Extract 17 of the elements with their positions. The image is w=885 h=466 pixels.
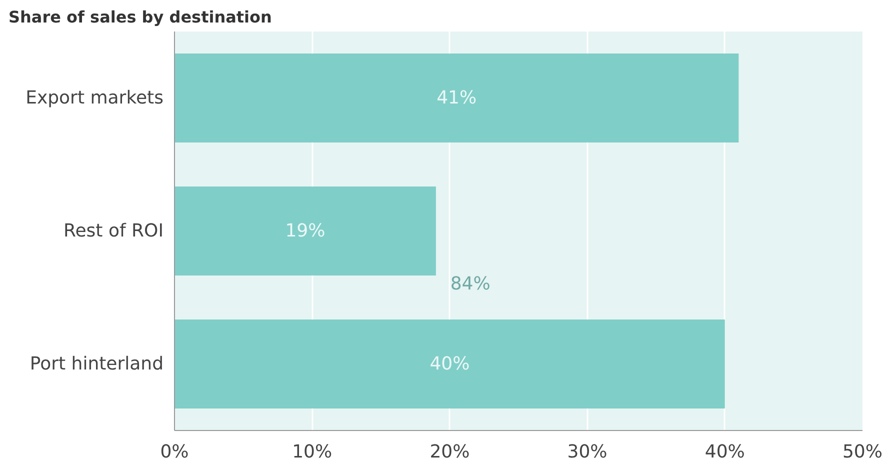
bar [174,53,739,143]
x-tick-label: 30% [567,442,608,462]
y-tick-label: Export markets [26,88,164,108]
x-tick-label: 0% [160,442,189,462]
x-tick-label: 40% [704,442,745,462]
y-tick-label: Rest of ROI [64,220,164,242]
x-tick-label: 10% [292,442,332,462]
x-tick-label: 20% [430,442,470,462]
bar [174,186,436,276]
bar [174,319,725,409]
data-label: 40% [430,354,470,374]
data-label: 19% [285,220,326,242]
x-tick-label: 50% [842,442,883,462]
y-tick-label: Port hinterland [30,354,164,374]
chart-title: Share of sales by destination [8,8,272,26]
data-label: 41% [436,88,477,108]
annotation: 84% [450,274,490,295]
